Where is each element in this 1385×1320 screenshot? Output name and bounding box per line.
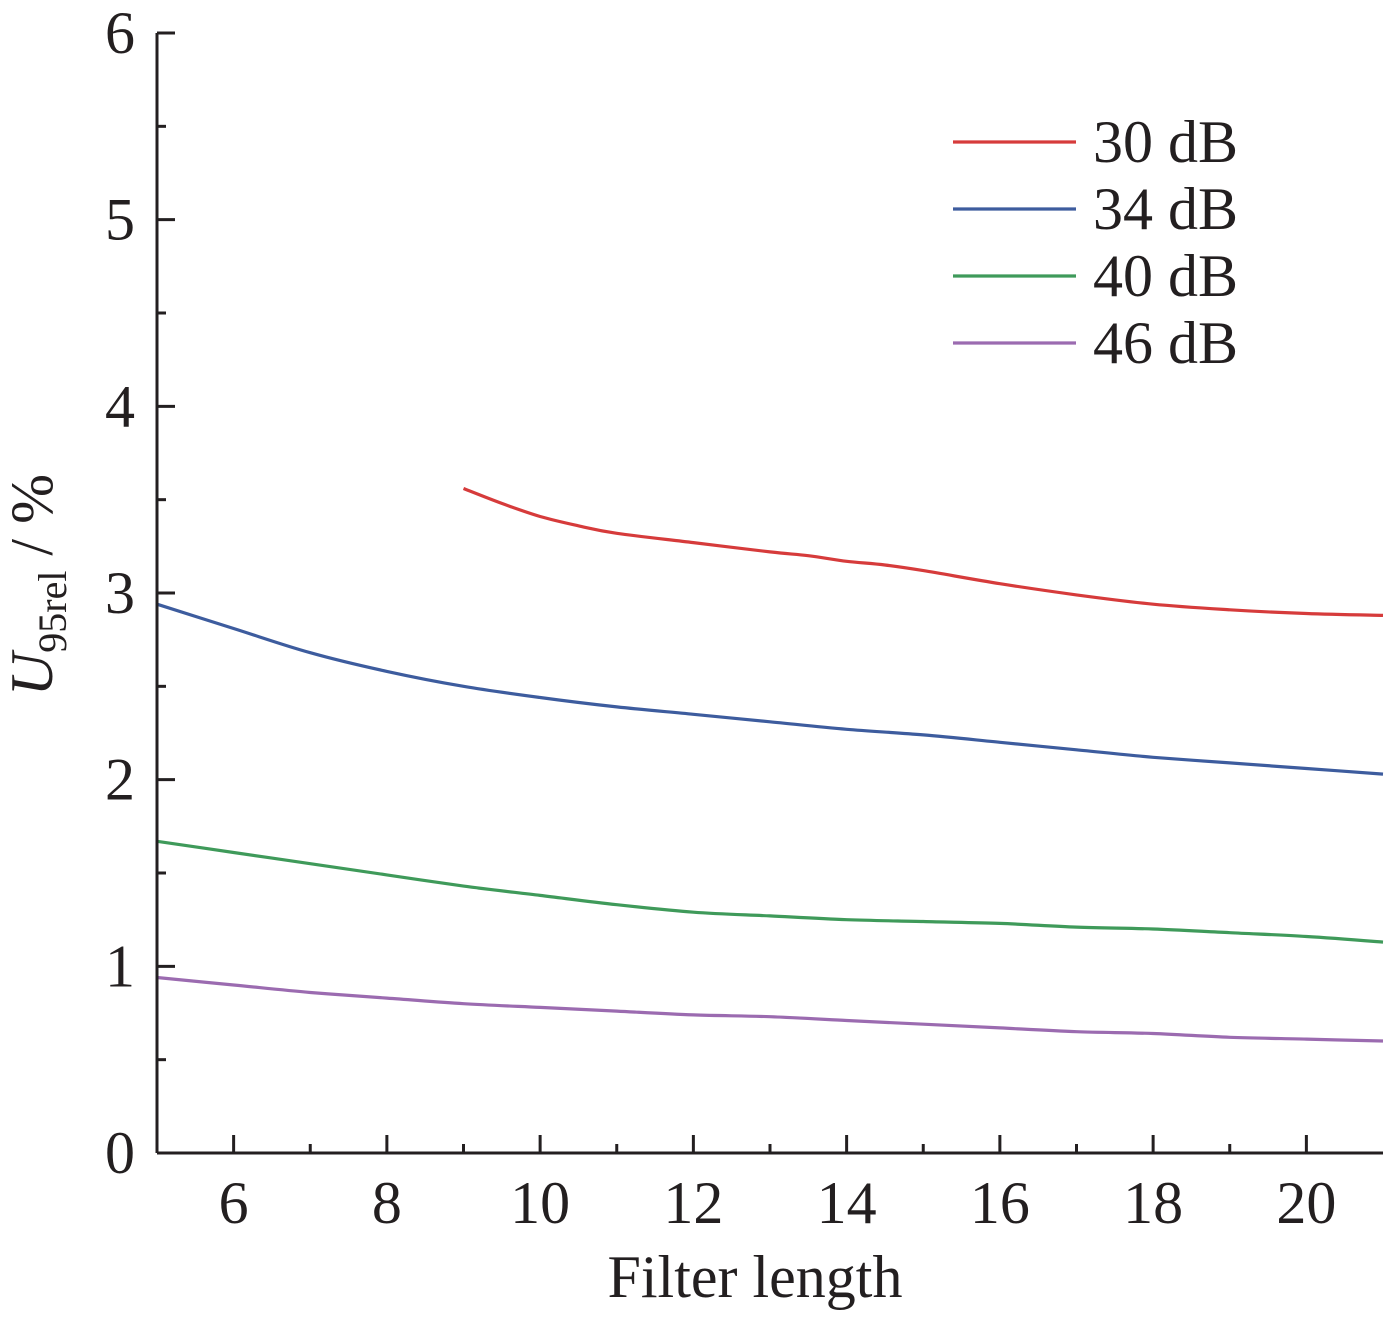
series-layer — [156, 487, 1384, 1043]
legend-label-2: 40 dB — [1093, 243, 1238, 309]
y-axis-label-suffix: / % — [0, 474, 65, 571]
legend-label-0: 30 dB — [1093, 109, 1238, 175]
y-tick-label-1: 1 — [105, 933, 135, 999]
y-axis-label-main: U — [0, 649, 65, 696]
x-tick-label-12: 12 — [663, 1170, 723, 1236]
series-line-3 — [156, 975, 1384, 1043]
series-line-0 — [462, 487, 1384, 617]
y-tick-label-6: 6 — [105, 0, 135, 66]
y-tick-label-0: 0 — [105, 1120, 135, 1186]
y-tick-label-5: 5 — [105, 187, 135, 253]
legend-label-1: 34 dB — [1093, 176, 1238, 242]
x-tick-label-16: 16 — [970, 1170, 1030, 1236]
y-tick-label-4: 4 — [105, 373, 135, 439]
series-line-1 — [156, 602, 1384, 776]
y-axis-label-subscript: 95rel — [30, 571, 75, 653]
series-line-2 — [156, 839, 1384, 944]
x-axis-label: Filter length — [608, 1244, 903, 1310]
y-tick-label-3: 3 — [105, 560, 135, 626]
legend-label-3: 46 dB — [1093, 310, 1238, 376]
x-tick-label-10: 10 — [510, 1170, 570, 1236]
x-tick-label-20: 20 — [1276, 1170, 1336, 1236]
x-tick-label-6: 6 — [219, 1170, 249, 1236]
x-tick-label-8: 8 — [372, 1170, 402, 1236]
y-tick-label-2: 2 — [105, 747, 135, 813]
x-tick-label-18: 18 — [1123, 1170, 1183, 1236]
x-tick-label-14: 14 — [817, 1170, 877, 1236]
y-axis-label: U95rel / % — [0, 474, 75, 696]
